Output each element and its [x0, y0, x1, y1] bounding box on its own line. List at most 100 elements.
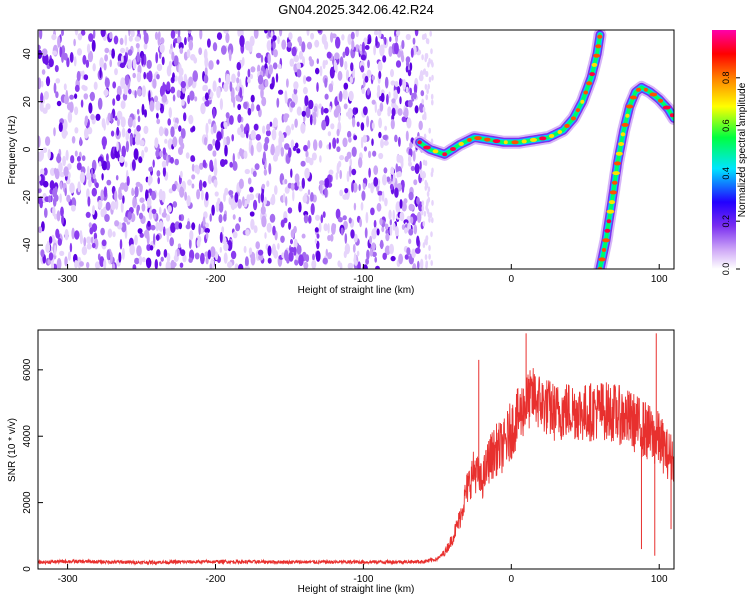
noise-speck — [228, 49, 232, 62]
noise-speck — [120, 116, 126, 128]
noise-speck — [47, 195, 52, 203]
ridge-peak — [612, 171, 620, 176]
noise-speck — [296, 244, 302, 255]
noise-speck — [189, 230, 194, 241]
noise-speck — [405, 65, 409, 73]
ridge-peak — [613, 161, 622, 166]
noise-speck — [56, 100, 62, 107]
noise-speck — [353, 233, 358, 243]
noise-speck — [364, 227, 368, 239]
noise-speck — [430, 48, 433, 55]
noise-speck — [106, 249, 111, 261]
noise-speck — [421, 98, 425, 105]
noise-speck — [214, 158, 217, 170]
noise-speck — [107, 228, 113, 238]
noise-speck — [59, 250, 65, 256]
noise-speck — [231, 73, 236, 84]
noise-speck — [372, 150, 377, 157]
noise-speck — [124, 34, 128, 46]
noise-speck — [156, 63, 163, 72]
noise-speck — [111, 48, 115, 59]
noise-speck — [428, 76, 432, 83]
noise-speck — [394, 81, 399, 87]
noise-speck — [256, 104, 261, 112]
noise-speck — [351, 146, 357, 157]
noise-speck — [319, 65, 323, 77]
noise-speck — [112, 98, 116, 106]
noise-speck — [134, 90, 137, 99]
noise-speck — [92, 173, 96, 180]
noise-speck — [179, 186, 185, 198]
noise-speck — [419, 160, 422, 171]
ridge-peak — [591, 62, 598, 67]
noise-speck — [250, 66, 256, 73]
noise-speck — [136, 108, 140, 115]
noise-speck — [263, 168, 268, 176]
noise-speck — [277, 243, 280, 250]
noise-speck — [207, 143, 213, 151]
noise-speck — [232, 214, 236, 220]
noise-speck — [249, 211, 255, 217]
noise-speck — [410, 47, 414, 58]
noise-speck — [55, 91, 59, 99]
noise-speck — [316, 233, 320, 239]
noise-speck — [109, 59, 112, 68]
noise-speck — [365, 258, 369, 265]
noise-speck — [188, 39, 194, 51]
noise-speck — [139, 232, 144, 238]
noise-speck — [356, 121, 360, 127]
noise-speck — [43, 91, 50, 100]
noise-speck — [103, 62, 107, 71]
noise-speck — [63, 166, 69, 177]
noise-speck — [69, 182, 75, 194]
noise-speck — [48, 252, 54, 261]
noise-speck — [301, 233, 306, 239]
noise-speck — [412, 263, 417, 269]
noise-speck — [284, 186, 290, 194]
noise-speck — [166, 252, 171, 263]
noise-speck — [408, 238, 412, 245]
noise-speck — [392, 172, 396, 184]
noise-speck — [81, 246, 88, 256]
noise-speck — [191, 125, 196, 132]
noise-speck — [77, 48, 82, 56]
noise-speck — [404, 254, 409, 260]
noise-speck — [183, 112, 187, 122]
noise-speck — [88, 33, 94, 42]
noise-speck — [391, 98, 396, 104]
noise-speck — [280, 147, 285, 157]
noise-speck — [103, 259, 107, 269]
noise-speck — [430, 59, 434, 66]
noise-speck — [320, 106, 324, 116]
noise-speck — [244, 256, 249, 268]
noise-speck — [424, 238, 427, 245]
noise-speck — [63, 83, 67, 91]
noise-speck — [53, 82, 57, 94]
noise-speck — [176, 89, 181, 98]
noise-speck — [229, 161, 233, 168]
noise-speck — [347, 107, 353, 120]
noise-speck — [156, 112, 159, 119]
ridge-peak — [611, 180, 618, 185]
noise-speck — [191, 174, 196, 180]
noise-speck — [293, 225, 297, 234]
noise-speck — [361, 190, 366, 201]
noise-speck — [300, 122, 306, 134]
noise-speck — [180, 249, 186, 257]
noise-speck — [389, 36, 392, 42]
noise-speck — [167, 205, 172, 213]
noise-speck — [81, 84, 86, 90]
noise-speck — [339, 155, 345, 161]
noise-speck — [237, 127, 242, 136]
noise-speck — [119, 182, 126, 190]
noise-speck — [165, 214, 171, 222]
colorbar-gradient — [712, 30, 736, 269]
noise-speck — [315, 214, 320, 221]
noise-speck — [378, 117, 382, 129]
noise-speck — [59, 171, 65, 178]
noise-speck — [252, 170, 257, 177]
noise-speck — [171, 183, 177, 192]
noise-speck — [132, 137, 136, 146]
noise-speck — [158, 206, 162, 215]
noise-speck — [423, 68, 427, 75]
